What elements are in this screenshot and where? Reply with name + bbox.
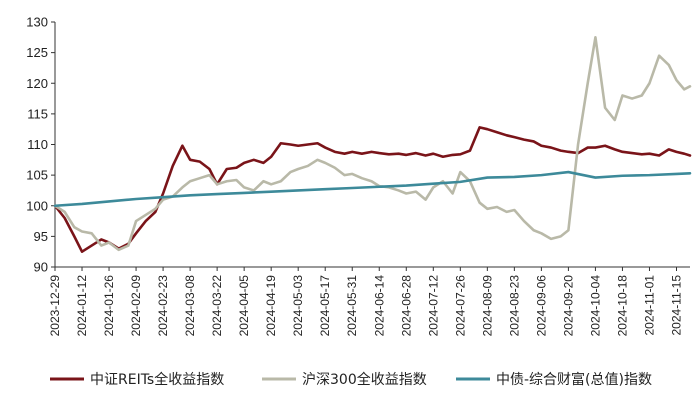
legend-label: 沪深300全收益指数 xyxy=(302,371,427,388)
series-layer xyxy=(53,36,692,253)
x-tick-label: 2024-01-26 xyxy=(102,275,116,337)
legend-item-1: 中证REITs全收益指数 xyxy=(50,371,224,388)
y-tick-label: 100 xyxy=(26,198,48,213)
y-tick-label: 130 xyxy=(26,15,48,30)
series-line-3 xyxy=(53,170,692,208)
x-tick-label: 2024-05-17 xyxy=(318,275,332,337)
series-line-1 xyxy=(53,126,692,253)
x-tick-label: 2024-08-09 xyxy=(480,275,494,337)
legend-label: 中证REITs全收益指数 xyxy=(90,371,224,388)
x-tick-label: 2024-02-23 xyxy=(156,275,170,337)
series-line-2 xyxy=(53,36,692,252)
x-tick-label: 2024-10-18 xyxy=(615,275,629,337)
x-tick-label: 2024-04-19 xyxy=(264,275,278,337)
x-tick-label: 2024-03-22 xyxy=(210,275,224,337)
x-tick-label: 2024-09-06 xyxy=(534,275,548,337)
x-tick-label: 2024-05-03 xyxy=(291,275,305,337)
y-axis: 90 95 100 105 110 115 120 125 130 xyxy=(26,15,56,275)
legend-item-3: 中债-综合财富(总值)指数 xyxy=(456,371,652,388)
x-tick-label: 2024-08-23 xyxy=(507,275,521,337)
legend-item-2: 沪深300全收益指数 xyxy=(262,371,427,388)
legend: 中证REITs全收益指数 沪深300全收益指数 中债-综合财富(总值)指数 xyxy=(50,371,652,388)
x-tick-label: 2024-11-01 xyxy=(642,275,656,336)
x-axis: 2023-12-29 2024-01-12 2024-01-26 2024-02-09… xyxy=(48,266,690,337)
y-tick-label: 125 xyxy=(26,45,48,60)
x-tick-label: 2024-04-05 xyxy=(237,275,251,337)
y-tick-label: 110 xyxy=(27,137,48,152)
legend-label: 中债-综合财富(总值)指数 xyxy=(496,371,652,388)
x-tick-label: 2024-02-09 xyxy=(129,275,143,337)
x-tick-label: 2024-03-08 xyxy=(183,275,197,337)
x-tick-label: 2023-12-29 xyxy=(48,275,62,337)
x-tick-label: 2024-09-20 xyxy=(561,275,575,337)
y-tick-label: 105 xyxy=(26,168,48,183)
x-tick-label: 2024-07-26 xyxy=(453,275,467,337)
x-tick-label: 2024-01-12 xyxy=(75,275,89,337)
y-tick-label: 115 xyxy=(27,106,48,121)
y-tick-label: 95 xyxy=(34,229,48,244)
y-tick-label: 120 xyxy=(26,76,48,91)
x-tick-label: 2024-06-14 xyxy=(372,275,386,337)
x-tick-label: 2024-07-12 xyxy=(426,275,440,337)
x-tick-label: 2024-11-15 xyxy=(669,275,683,336)
x-tick-label: 2024-06-28 xyxy=(399,275,413,337)
y-tick-label: 90 xyxy=(34,260,48,275)
x-tick-label: 2024-10-04 xyxy=(588,275,602,337)
x-tick-label: 2024-05-31 xyxy=(345,275,359,337)
